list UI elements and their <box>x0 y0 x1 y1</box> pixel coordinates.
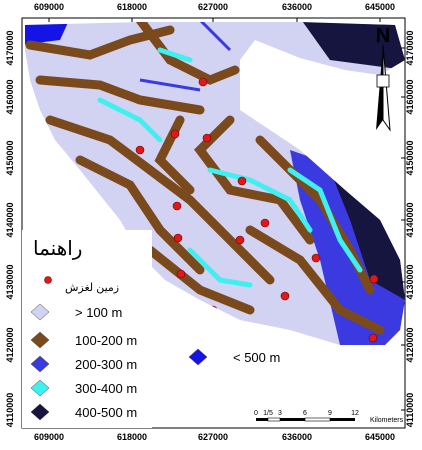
legend-label: > 100 m <box>75 305 122 320</box>
y-tick-label-left: 4140000 <box>5 202 15 237</box>
y-tick-label-right: 4110000 <box>405 393 415 428</box>
y-tick-label-right: 4140000 <box>405 202 415 237</box>
scale-bar <box>256 418 355 421</box>
legend-label: 400-500 m <box>75 405 137 420</box>
x-tick-label-bottom: 627000 <box>198 432 228 442</box>
y-tick-label-right: 4150000 <box>405 140 415 175</box>
x-tick-label-top: 609000 <box>34 2 64 12</box>
y-tick-label-right: 4160000 <box>405 79 415 114</box>
y-tick-label-right: 4120000 <box>405 327 415 362</box>
legend-title: راهنما <box>33 238 82 260</box>
x-tick-label-top: 636000 <box>282 2 312 12</box>
landslide-symbol <box>45 277 52 284</box>
y-tick-label-left: 4120000 <box>5 327 15 362</box>
x-tick-label-top: 645000 <box>365 2 395 12</box>
scale-label: 12 <box>351 410 359 417</box>
x-tick-label-bottom: 645000 <box>365 432 395 442</box>
scale-label: 1/5 <box>263 410 273 417</box>
x-tick-label-bottom: 618000 <box>117 432 147 442</box>
x-tick-label-bottom: 636000 <box>282 432 312 442</box>
north-label: N <box>376 25 390 47</box>
map-figure: 609000 609000 618000 618000 627000 627000 6360… <box>0 0 422 445</box>
y-tick-label-left: 4160000 <box>5 79 15 114</box>
scale-label: 9 <box>328 410 332 417</box>
x-tick-label-top: 618000 <box>117 2 147 12</box>
scale-label: 0 <box>254 410 258 417</box>
y-tick-label-left: 4170000 <box>5 30 15 65</box>
legend-label: 100-200 m <box>75 333 137 348</box>
scale-label: 3 <box>278 410 282 417</box>
landslide-label: زمین لغزش <box>65 282 119 294</box>
x-tick-label-bottom: 609000 <box>34 432 64 442</box>
legend-label: 300-400 m <box>75 381 137 396</box>
y-tick-label-right: 4170000 <box>405 30 415 65</box>
y-tick-label-left: 4130000 <box>5 264 15 299</box>
y-tick-label-right: 4130000 <box>405 264 415 299</box>
page: {"map": { "x_ticks": [609000, 618000, 62… <box>0 0 422 445</box>
scale-label: 6 <box>303 410 307 417</box>
legend-label: 200-300 m <box>75 357 137 372</box>
x-tick-label-top: 627000 <box>198 2 228 12</box>
y-tick-label-left: 4150000 <box>5 140 15 175</box>
legend-label: < 500 m <box>233 350 280 365</box>
scale-unit: Kilometers <box>370 417 404 424</box>
y-tick-label-left: 4110000 <box>5 393 15 428</box>
